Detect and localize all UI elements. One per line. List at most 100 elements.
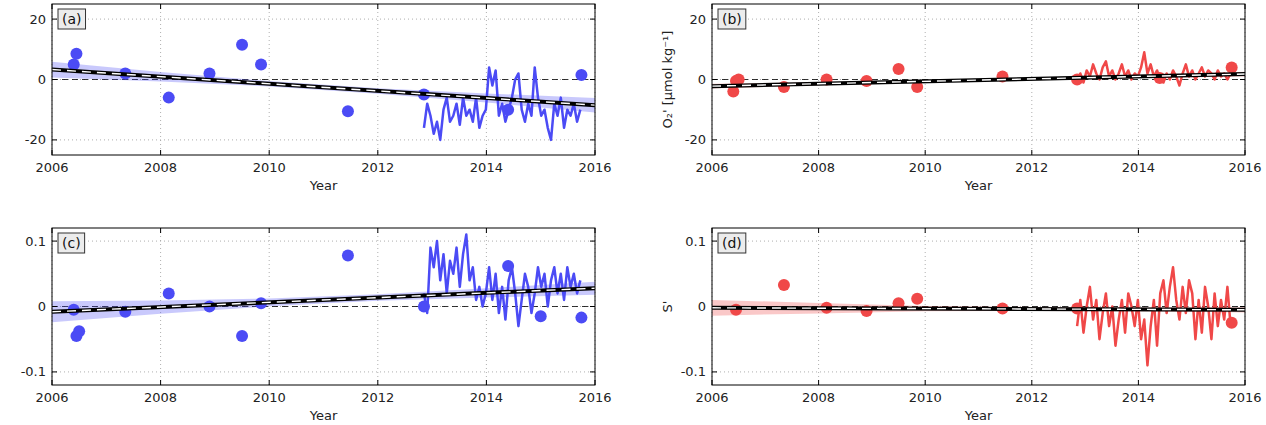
tick-label: 2012 [361, 390, 394, 405]
data-point [236, 39, 248, 51]
trend-line-dash [52, 70, 595, 106]
tick-mark [377, 150, 378, 155]
tick-mark [1031, 380, 1032, 385]
panel-label-text: (b) [722, 11, 742, 27]
panel-label-box [58, 9, 86, 29]
tick-mark [52, 19, 57, 20]
tick-label: 0.1 [25, 234, 46, 249]
tick-mark [712, 150, 713, 155]
tick-mark [1245, 4, 1246, 9]
tick-label: 2016 [578, 160, 611, 175]
tick-mark [1138, 228, 1139, 233]
tick-mark [160, 228, 161, 233]
data-area [52, 39, 595, 140]
tick-mark [1138, 4, 1139, 9]
tick-label: -0.1 [681, 364, 706, 379]
tick-mark [52, 150, 53, 155]
tick-mark [925, 150, 926, 155]
plot-frame [712, 4, 1245, 155]
tick-mark [712, 139, 717, 140]
plot-frame [52, 4, 595, 155]
grid-line [712, 139, 1245, 140]
data-point [68, 58, 80, 70]
data-point [575, 312, 587, 324]
panel-label-box [718, 9, 746, 29]
axis-label: O₂' [µmol kg⁻¹] [660, 31, 675, 129]
tick-mark [269, 228, 270, 233]
data-point [502, 260, 514, 272]
tick-mark [595, 4, 596, 9]
tick-label: 2006 [695, 390, 728, 405]
tick-mark [595, 150, 596, 155]
tick-mark [160, 150, 161, 155]
tick-label: 2008 [144, 390, 177, 405]
tick-label: 0 [38, 72, 46, 87]
tick-mark [160, 4, 161, 9]
tick-mark [269, 4, 270, 9]
data-point [575, 69, 587, 81]
tick-mark [712, 4, 713, 9]
tick-label: 0.1 [685, 234, 706, 249]
tick-mark [1031, 150, 1032, 155]
grid-line [818, 4, 819, 155]
tick-label: 2006 [35, 390, 68, 405]
figure: 2006 2008 2010 2012 2014 2016 -20 0 20 Year (a) 200… [0, 0, 1266, 425]
series-line [1077, 267, 1231, 365]
panel-label-box [718, 233, 746, 253]
data-area [52, 235, 595, 342]
tick-label: 2014 [470, 160, 503, 175]
tick-mark [52, 228, 53, 233]
panel: 200620082010201220142016-0.100.1Year(c) [21, 228, 612, 423]
tick-mark [269, 150, 270, 155]
trend-line [712, 308, 1245, 310]
tick-mark [1240, 306, 1245, 307]
data-point [255, 58, 267, 70]
data-point [1226, 317, 1238, 329]
tick-mark [712, 241, 717, 242]
tick-mark [486, 150, 487, 155]
tick-mark [486, 228, 487, 233]
tick-mark [712, 79, 717, 80]
data-area [712, 52, 1245, 97]
tick-label: 0 [698, 72, 706, 87]
trend-line-dash [52, 288, 595, 312]
axis-label: Year [964, 178, 993, 193]
tick-mark [1138, 150, 1139, 155]
tick-label: 2012 [361, 160, 394, 175]
tick-label: 0 [698, 299, 706, 314]
tick-label: 2008 [802, 160, 835, 175]
trend-line [52, 288, 595, 312]
grid-line [52, 371, 595, 372]
tick-mark [52, 4, 53, 9]
tick-label: 2016 [1228, 390, 1261, 405]
data-point [236, 330, 248, 342]
data-area [712, 267, 1245, 365]
trend-line-dash [712, 308, 1245, 310]
tick-label: -20 [25, 132, 46, 147]
grid-line [52, 19, 595, 20]
tick-mark [925, 4, 926, 9]
trend-line [712, 74, 1245, 86]
tick-label: 2010 [253, 160, 286, 175]
tick-mark [1240, 79, 1245, 80]
tick-mark [1245, 228, 1246, 233]
data-point [893, 63, 905, 75]
tick-mark [1245, 380, 1246, 385]
grid-line [712, 371, 1245, 372]
data-point [535, 310, 547, 322]
plot-background [712, 4, 1245, 155]
data-point [163, 287, 175, 299]
grid-line [52, 241, 595, 242]
tick-mark [712, 228, 713, 233]
tick-label: 20 [689, 12, 706, 27]
tick-mark [52, 139, 57, 140]
tick-mark [925, 228, 926, 233]
data-point [342, 105, 354, 117]
tick-mark [52, 79, 57, 80]
tick-label: 0 [38, 299, 46, 314]
tick-mark [818, 4, 819, 9]
panel-label: (a) [58, 9, 86, 29]
panel-label: (d) [718, 233, 746, 253]
tick-label: 2016 [578, 390, 611, 405]
panel: 200620082010201220142016-0.100.1YearS'(d… [660, 228, 1262, 423]
